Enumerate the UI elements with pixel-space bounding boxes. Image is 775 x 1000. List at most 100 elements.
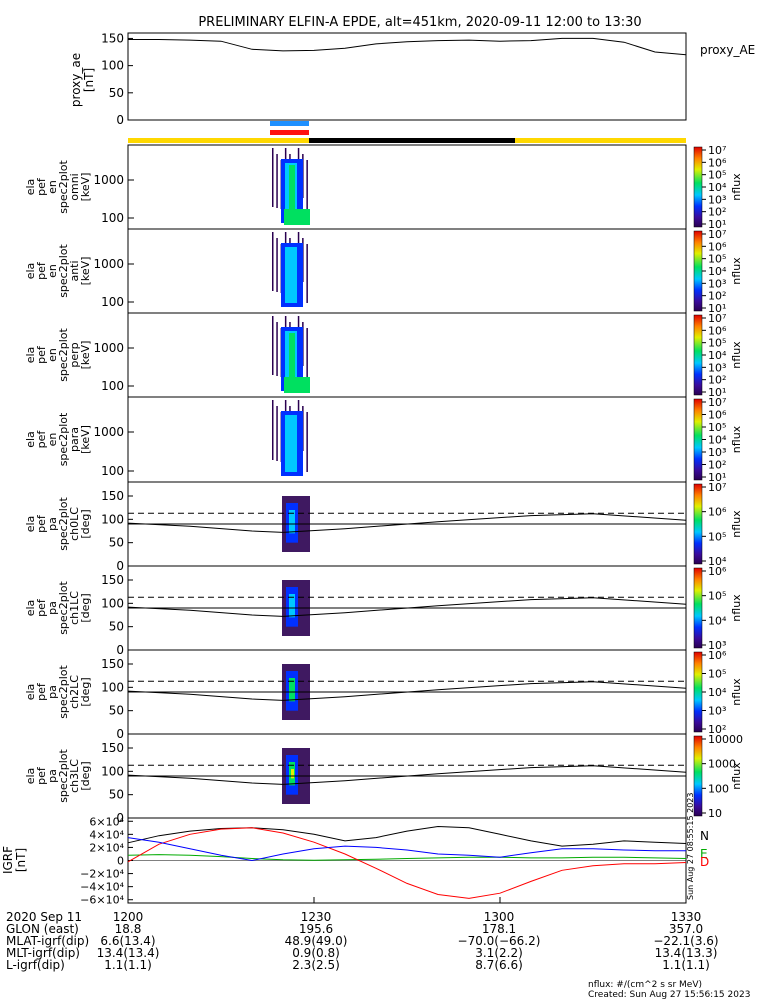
y-tick-label: 100	[101, 464, 124, 478]
y-tick-label: 50	[109, 788, 124, 802]
colorbar-label: nflux	[730, 762, 743, 790]
y-tick-label: 0	[116, 811, 124, 825]
ephemeris-label: GLON (east)	[6, 922, 79, 936]
loss-cone-line	[127, 765, 687, 785]
colorbar-tick-label: 10⁶	[708, 565, 727, 578]
colorbar-tick-label: 10⁶	[708, 409, 727, 422]
y-tick-label: 150	[101, 741, 124, 755]
y-axis-label-line: IGRF	[1, 846, 15, 874]
colorbar-tick-label: 10¹	[708, 218, 726, 231]
loss-cone-line	[127, 681, 687, 701]
data-blob	[289, 165, 295, 209]
series-line-igrf	[127, 827, 687, 899]
colorbar-tick-label: 10²	[708, 206, 726, 219]
y-axis-label-line: ela	[24, 600, 37, 617]
panel-frame	[127, 144, 687, 230]
y-axis-label: IGRF[nT]	[1, 846, 28, 874]
colorbar	[693, 651, 703, 733]
y-tick-label: 1000	[93, 341, 124, 355]
ephemeris-label: L-igrf(dip)	[6, 958, 65, 972]
y-axis-label-line: pef	[35, 598, 48, 617]
data-blob	[284, 209, 310, 225]
y-tick-label: −4×10⁴	[80, 881, 124, 894]
panel-frame	[127, 312, 687, 398]
y-tick-label: 100	[101, 295, 124, 309]
y-axis-label-line: ela	[24, 516, 37, 533]
timestamp-vertical: Sun Aug 27 08:55:15 2023	[686, 793, 695, 900]
y-axis-label-line: [deg]	[79, 593, 92, 622]
ephemeris-value: 1.1(1.1)	[662, 958, 710, 972]
colorbar-label: nflux	[730, 341, 743, 369]
colorbar-tick-label: 10¹	[708, 302, 726, 315]
y-axis-label: elapefenspec2plotperp[keV]	[24, 328, 92, 382]
data-blob	[285, 415, 297, 472]
colorbar-tick-label: 10⁷	[708, 144, 726, 157]
colorbar-tick-label: 10³	[708, 361, 726, 374]
colorbar-tick-label: 10⁵	[708, 253, 726, 266]
data-streak	[306, 160, 308, 219]
ephemeris-value: 2.3(2.5)	[292, 958, 340, 972]
y-axis-label-line: ela	[24, 431, 37, 448]
data-streak	[306, 244, 308, 303]
colorbar-tick-label: 10⁴	[708, 555, 727, 568]
y-tick-label: 0	[116, 559, 124, 573]
colorbar-tick-label: 10²	[708, 723, 726, 736]
ephemeris-value: 48.9(49.0)	[285, 934, 348, 948]
y-tick-label: 0	[116, 113, 124, 127]
colorbar-tick-label: 10⁷	[708, 312, 726, 325]
y-axis-label-line: pef	[35, 261, 48, 280]
ephemeris-label: MLAT-igrf(dip)	[6, 934, 89, 948]
y-axis-label: elapefpaspec2plotch3LC[deg]	[24, 749, 92, 803]
series-line-proxy-ae	[128, 37, 687, 56]
colorbar-tick-label: 10⁴	[708, 434, 727, 447]
y-tick-label: 50	[109, 536, 124, 550]
colorbar-tick-label: 10000	[708, 733, 743, 746]
panel-frame	[127, 228, 687, 314]
data-blob	[289, 678, 295, 702]
y-tick-label: 150	[101, 573, 124, 587]
y-tick-label: 0	[117, 855, 124, 868]
colorbar-tick-label: 10⁵	[708, 337, 726, 350]
y-axis-label-line: en	[46, 348, 59, 362]
y-axis-label-line: spec2plot	[57, 160, 70, 214]
y-axis-label-line: pa	[46, 601, 59, 615]
y-axis-label-line: perp	[68, 342, 81, 367]
y-axis-label-line: [deg]	[79, 761, 92, 790]
data-streak	[272, 316, 274, 375]
colorbar-tick-label: 10⁵	[708, 590, 726, 603]
y-axis-label-line: anti	[68, 260, 81, 281]
colorbar-label: nflux	[730, 678, 743, 706]
colorbar	[693, 398, 703, 481]
colorbar-tick-label: 10²	[708, 374, 726, 387]
colorbar-label: nflux	[730, 594, 743, 622]
ephemeris-value: 357.0	[669, 922, 703, 936]
colorbar-tick-label: 10⁶	[708, 156, 727, 169]
colorbar-tick-label: 10	[708, 807, 722, 820]
y-axis-label-line: spec2plot	[57, 244, 70, 298]
legend-igrf: D	[700, 855, 709, 869]
ephemeris-value: 1300	[484, 910, 515, 924]
colorbar-tick-label: 10⁴	[708, 265, 727, 278]
y-axis-label-line: ch2LC	[68, 675, 81, 709]
y-axis-label: elapefenspec2plotanti[keV]	[24, 244, 92, 298]
loss-cone-line	[127, 513, 687, 533]
y-axis-label-line: spec2plot	[57, 749, 70, 803]
y-axis-label: elapefpaspec2plotch1LC[deg]	[24, 581, 92, 635]
y-axis-label-line: ch3LC	[68, 759, 81, 793]
ephemeris-value: 1330	[671, 910, 702, 924]
y-axis-label-line: para	[68, 427, 81, 452]
colorbar-tick-label: 10³	[708, 705, 726, 718]
plot-title: PRELIMINARY ELFIN-A EPDE, alt=451km, 202…	[198, 15, 641, 30]
zone-bar-red	[270, 130, 309, 135]
y-axis-label-line: en	[46, 180, 59, 194]
data-blob	[284, 377, 310, 393]
series-line-igrf	[127, 837, 686, 862]
colorbar-tick-label: 10¹	[708, 471, 726, 484]
zone-bar-blue	[270, 121, 309, 126]
y-tick-label: 50	[109, 86, 124, 100]
data-streak	[272, 148, 274, 207]
ephemeris-value: 6.6(13.4)	[100, 934, 155, 948]
colorbar	[693, 230, 703, 312]
colorbar-tick-label: 10⁴	[708, 614, 727, 627]
